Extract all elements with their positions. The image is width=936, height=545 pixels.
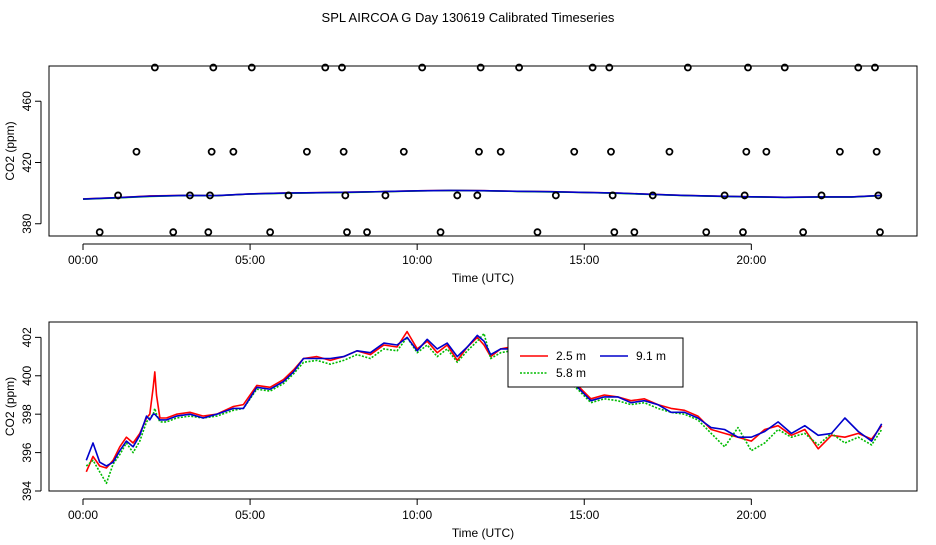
data-point xyxy=(533,228,542,237)
y-tick-label: 402 xyxy=(20,327,34,347)
data-point xyxy=(835,147,844,156)
data-point xyxy=(229,147,238,156)
data-point xyxy=(648,191,657,200)
data-point xyxy=(247,63,256,72)
data-point xyxy=(742,147,751,156)
x-axis-label: Time (UTC) xyxy=(452,271,514,285)
data-point xyxy=(817,191,826,200)
y-tick-label: 380 xyxy=(20,213,34,233)
data-point xyxy=(114,191,122,200)
data-point xyxy=(343,228,351,237)
x-tick-label: 20:00 xyxy=(736,508,766,522)
data-point xyxy=(871,63,879,72)
data-point xyxy=(338,63,346,72)
data-point xyxy=(209,63,218,72)
series-line-2-5-m xyxy=(85,330,883,473)
data-point xyxy=(551,191,560,200)
data-point xyxy=(515,63,523,72)
data-point xyxy=(284,191,293,200)
legend-label: 2.5 m xyxy=(556,349,586,363)
data-point xyxy=(874,191,883,200)
data-point xyxy=(720,191,729,200)
data-point xyxy=(762,147,771,156)
data-point xyxy=(473,191,482,200)
timeseries-panel: 00:00 05:00 10:00 15:00 20:00 Time (UTC) 394 39… xyxy=(3,321,918,540)
data-point xyxy=(570,147,579,156)
legend-label: 5.8 m xyxy=(556,366,586,380)
data-point xyxy=(605,63,614,72)
data-point xyxy=(740,191,749,200)
x-tick-label: 00:00 xyxy=(68,508,98,522)
x-tick-label: 20:00 xyxy=(736,253,766,267)
data-point xyxy=(169,228,178,237)
data-point xyxy=(341,191,350,200)
x-tick-label: 15:00 xyxy=(569,508,599,522)
data-point xyxy=(204,228,213,237)
x-tick-label: 00:00 xyxy=(68,253,98,267)
data-point xyxy=(363,228,371,237)
data-point xyxy=(132,147,141,156)
x-tick-label: 10:00 xyxy=(402,508,432,522)
data-point xyxy=(302,147,311,156)
data-point xyxy=(381,191,390,200)
series-line-5-8-m xyxy=(85,332,883,485)
series-line-2 xyxy=(82,189,882,200)
y-axis-label: CO2 (ppm) xyxy=(3,121,17,180)
figure-title: SPL AIRCOA G Day 130619 Calibrated Times… xyxy=(322,10,615,25)
y-tick-label: 420 xyxy=(20,152,34,172)
data-point xyxy=(780,63,789,72)
plot-frame xyxy=(48,321,918,492)
data-point xyxy=(630,228,639,237)
y-tick-label: 394 xyxy=(20,481,34,501)
data-point xyxy=(339,147,348,156)
data-point xyxy=(418,63,427,72)
data-point xyxy=(207,147,216,156)
data-point xyxy=(744,63,752,72)
data-point xyxy=(610,228,619,237)
data-point xyxy=(876,228,884,237)
data-point xyxy=(854,63,863,72)
data-point xyxy=(206,191,214,200)
data-point xyxy=(872,147,881,156)
data-point xyxy=(476,63,485,72)
y-axis-label: CO2 (ppm) xyxy=(3,377,17,436)
data-point xyxy=(683,63,692,72)
data-point xyxy=(321,63,330,72)
y-tick-label: 396 xyxy=(20,442,34,462)
data-point xyxy=(799,228,808,237)
y-tick-label: 398 xyxy=(20,404,34,424)
x-tick-label: 05:00 xyxy=(235,508,265,522)
x-tick-label: 10:00 xyxy=(402,253,432,267)
plot-frame xyxy=(48,65,918,237)
y-tick-label: 460 xyxy=(20,91,34,111)
data-point xyxy=(453,191,462,200)
x-tick-label: 05:00 xyxy=(235,253,265,267)
data-point xyxy=(608,191,617,200)
data-point xyxy=(607,147,615,156)
data-point xyxy=(475,147,483,156)
legend-label: 9.1 m xyxy=(636,349,666,363)
data-point xyxy=(186,191,194,200)
data-point xyxy=(588,63,597,72)
y-tick-label: 400 xyxy=(20,365,34,385)
data-point xyxy=(436,228,445,237)
x-tick-label: 15:00 xyxy=(569,253,599,267)
calibrated-points-panel: 00:00 05:00 10:00 15:00 20:00 Time (UTC) 380 42… xyxy=(3,63,918,285)
data-point xyxy=(665,147,674,156)
data-point xyxy=(95,228,104,237)
data-point xyxy=(399,147,408,156)
data-point xyxy=(150,63,159,72)
series-line-9-1-m xyxy=(85,334,883,467)
data-point xyxy=(739,228,747,237)
legend-box xyxy=(507,337,684,388)
data-point xyxy=(496,147,505,156)
x-axis-label: Time (UTC) xyxy=(452,526,514,540)
data-point xyxy=(266,228,275,237)
data-point xyxy=(702,228,711,237)
